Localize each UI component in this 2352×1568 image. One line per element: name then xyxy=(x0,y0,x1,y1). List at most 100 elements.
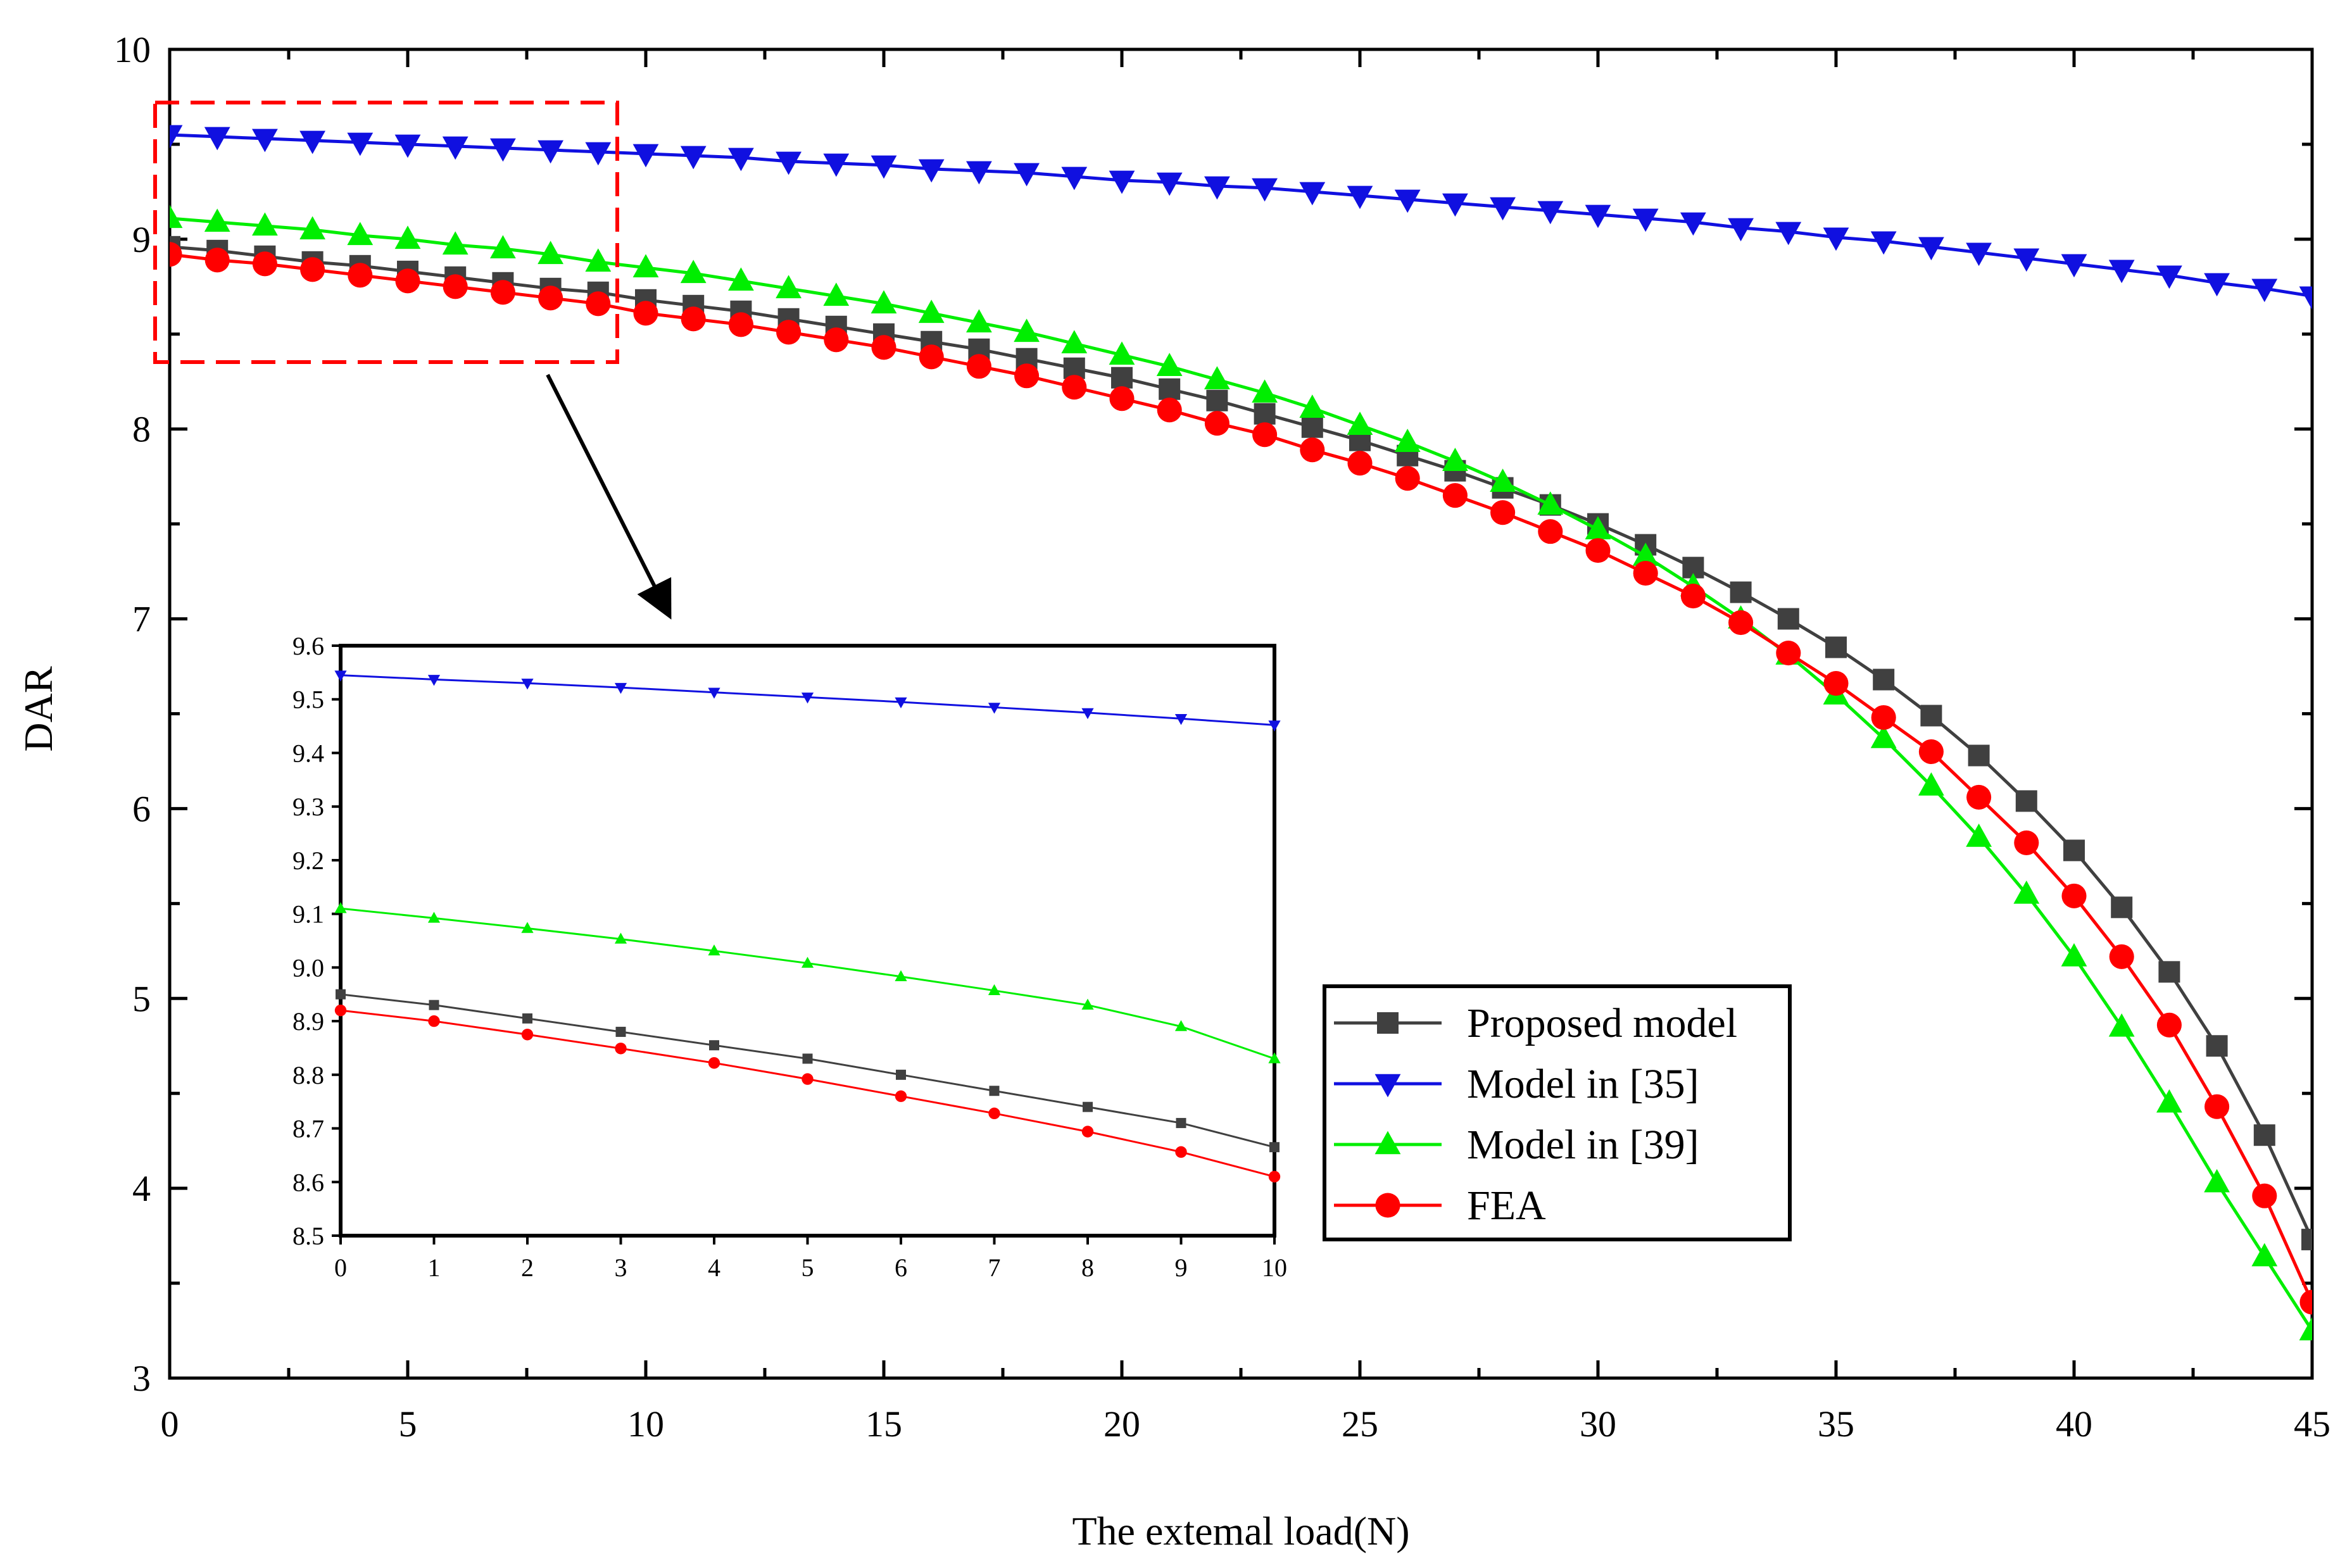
inset-plot: 0 1 2 3 4 5 6 7 8 9 10 8.5 8.6 8.7 8.8 8.9 9.0 9.1 9.2 9.3 9… xyxy=(292,632,1287,1282)
inset-x-tick-label: 8 xyxy=(1081,1253,1094,1282)
data-point xyxy=(1252,178,1278,202)
legend-marker xyxy=(1377,1012,1399,1034)
data-point xyxy=(170,204,183,229)
data-point xyxy=(966,354,991,379)
data-point xyxy=(632,144,659,168)
series-line xyxy=(170,245,2312,1241)
inset-y-tick-label: 8.9 xyxy=(292,1007,324,1036)
zoom-arrow xyxy=(546,373,672,620)
data-point xyxy=(2204,1169,2230,1193)
legend-entry: Model in [39] xyxy=(1334,1122,1699,1168)
data-point xyxy=(299,216,325,240)
inset-x-tick-label: 0 xyxy=(334,1253,347,1282)
data-point xyxy=(2156,265,2182,289)
inset-data-point xyxy=(895,697,907,709)
series-model-in-35 xyxy=(170,125,2312,310)
data-point xyxy=(1538,519,1563,544)
data-point xyxy=(1254,403,1276,425)
data-point xyxy=(681,306,706,332)
data-point xyxy=(1299,394,1326,418)
data-point xyxy=(252,251,277,277)
data-point xyxy=(1490,468,1516,492)
inset-data-point xyxy=(1083,1101,1093,1112)
y-tick-label: 7 xyxy=(132,599,151,640)
inset-data-point xyxy=(801,956,814,968)
inset-data-point xyxy=(428,1015,440,1027)
inset-y-tick-label: 8.8 xyxy=(292,1061,324,1089)
legend-entry: FEA xyxy=(1334,1182,1546,1229)
data-point xyxy=(2158,961,2180,983)
inset-y-tick-label: 9.5 xyxy=(292,686,324,714)
legend-label: FEA xyxy=(1467,1182,1546,1229)
data-point xyxy=(1632,208,1659,232)
data-point xyxy=(395,268,420,294)
data-point xyxy=(299,130,325,154)
inset-data-point xyxy=(334,1004,347,1017)
zoom-region-box xyxy=(153,101,619,364)
data-point xyxy=(2299,286,2312,310)
data-point xyxy=(728,267,754,291)
data-point xyxy=(538,140,563,164)
inset-series-fea xyxy=(334,1004,1281,1183)
data-point xyxy=(1156,172,1183,196)
inset-data-point xyxy=(1174,1020,1188,1031)
data-point xyxy=(1301,416,1323,438)
data-point xyxy=(1156,353,1183,377)
data-point xyxy=(2253,1124,2275,1146)
legend-label: Model in [35] xyxy=(1467,1061,1699,1107)
data-point xyxy=(1870,725,1897,748)
inset-data-point xyxy=(989,1086,1000,1096)
inset-y-tick-label: 8.7 xyxy=(292,1115,324,1143)
inset-data-point xyxy=(708,687,720,699)
inset-data-point xyxy=(708,1057,720,1069)
inset-y-tick-label: 9.2 xyxy=(292,846,324,875)
data-point xyxy=(1968,744,1990,767)
inset-y-tick-label: 9.4 xyxy=(292,739,324,767)
inset-data-point xyxy=(988,984,1001,995)
series-line xyxy=(170,216,2312,1332)
data-point xyxy=(1252,379,1278,403)
inset-x-tick-label: 1 xyxy=(428,1253,441,1282)
data-point xyxy=(1206,389,1228,411)
inset-data-point xyxy=(614,932,627,944)
inset-data-point xyxy=(522,1013,532,1024)
legend-marker xyxy=(1374,1131,1401,1155)
data-point xyxy=(1966,823,1992,847)
data-point xyxy=(2013,880,2040,904)
data-point xyxy=(1347,185,1373,210)
legend-marker xyxy=(1375,1193,1400,1218)
inset-data-point xyxy=(709,1040,719,1051)
inset-y-tick-label: 9.1 xyxy=(292,900,324,929)
inset-data-point xyxy=(895,970,907,981)
data-point xyxy=(1300,437,1325,463)
inset-data-point xyxy=(708,944,720,956)
inset-y-tick-label: 9.6 xyxy=(292,632,324,660)
data-point xyxy=(394,134,421,158)
data-point xyxy=(1728,218,1754,242)
data-point xyxy=(585,248,612,272)
data-point xyxy=(347,132,374,156)
data-point xyxy=(1680,212,1706,236)
data-point xyxy=(347,222,374,246)
data-point xyxy=(204,127,230,151)
y-tick-label: 3 xyxy=(132,1358,151,1399)
inset-data-point xyxy=(802,1053,813,1064)
data-point xyxy=(680,146,707,170)
data-point xyxy=(2109,944,2134,969)
data-point xyxy=(1632,543,1659,566)
data-point xyxy=(1061,330,1088,354)
inset-x-tick-label: 9 xyxy=(1175,1253,1188,1282)
x-tick-label: 40 xyxy=(2056,1403,2092,1445)
data-point xyxy=(1159,378,1181,400)
data-point xyxy=(2156,1012,2182,1038)
data-point xyxy=(1680,584,1706,609)
data-point xyxy=(871,290,897,314)
data-point xyxy=(1347,451,1373,476)
inset-data-point xyxy=(1174,714,1188,725)
data-point xyxy=(2204,1094,2230,1119)
legend-marker xyxy=(1374,1074,1401,1098)
x-tick-label: 0 xyxy=(161,1403,179,1445)
data-point xyxy=(728,312,753,337)
inset-data-point xyxy=(1081,708,1094,719)
inset-data-point xyxy=(1269,1142,1280,1153)
